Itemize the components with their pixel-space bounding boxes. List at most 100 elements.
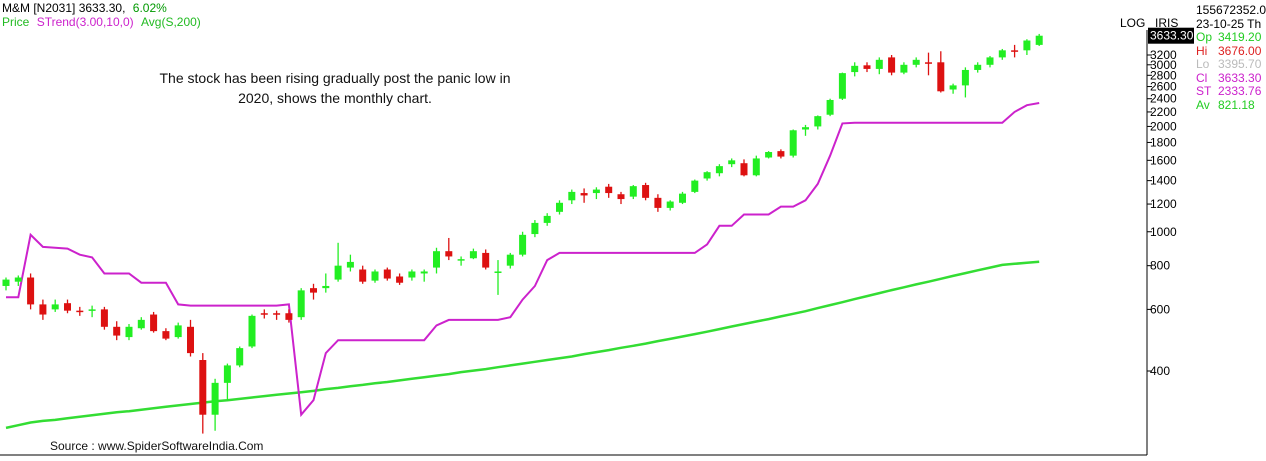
candle-body bbox=[273, 313, 281, 315]
candle-body bbox=[592, 189, 600, 194]
candle bbox=[826, 98, 834, 117]
last-price-label: 3633.30 bbox=[1150, 29, 1194, 43]
candle-body bbox=[1023, 40, 1031, 51]
iris-label[interactable]: IRIS bbox=[1155, 16, 1179, 30]
candle bbox=[408, 269, 416, 281]
candle-body bbox=[322, 285, 330, 289]
candle bbox=[961, 67, 969, 98]
candle-body bbox=[642, 185, 650, 198]
info-key: Cl bbox=[1196, 70, 1208, 85]
y-tick-label: 2800 bbox=[1150, 68, 1177, 82]
info-value: 3395.70 bbox=[1218, 57, 1262, 72]
candle bbox=[236, 346, 244, 368]
candle-body bbox=[789, 130, 797, 156]
change-percent: 6.02% bbox=[132, 1, 167, 15]
info-value: 3633.30 bbox=[1218, 70, 1262, 85]
candle-body bbox=[925, 62, 932, 64]
y-tick-label: 1600 bbox=[1150, 153, 1177, 167]
y-tick-label: 600 bbox=[1150, 302, 1170, 316]
candle-body bbox=[174, 325, 182, 338]
candle bbox=[39, 299, 47, 320]
candle-body bbox=[543, 215, 551, 223]
candle bbox=[457, 256, 465, 266]
candle bbox=[445, 237, 453, 261]
info-key: Hi bbox=[1196, 43, 1208, 58]
last-price-box bbox=[1148, 27, 1194, 44]
candle-body bbox=[14, 277, 22, 282]
candle-body bbox=[691, 180, 699, 192]
candle bbox=[998, 48, 1006, 60]
candle bbox=[334, 242, 342, 282]
candle bbox=[642, 182, 650, 201]
candle-body bbox=[334, 265, 342, 280]
candle bbox=[912, 57, 920, 68]
info-row-st: ST 2333.76 bbox=[1196, 85, 1261, 99]
candle bbox=[691, 179, 699, 194]
info-key: Op bbox=[1196, 30, 1213, 44]
candle-body bbox=[223, 365, 231, 383]
candle-body bbox=[236, 348, 244, 366]
candle bbox=[14, 275, 22, 286]
candle-body bbox=[838, 73, 846, 99]
candle bbox=[383, 267, 391, 281]
y-tick-label: 3200 bbox=[1150, 48, 1177, 62]
candle-body bbox=[961, 69, 969, 86]
candle-body bbox=[27, 277, 35, 305]
candle bbox=[863, 62, 871, 73]
candle bbox=[814, 115, 822, 130]
candle-body bbox=[802, 127, 809, 130]
candle bbox=[27, 273, 35, 310]
candle bbox=[150, 311, 158, 333]
candle-body bbox=[297, 290, 305, 318]
y-tick-label: 2000 bbox=[1150, 119, 1177, 133]
candle-body bbox=[113, 326, 121, 336]
candle bbox=[654, 194, 662, 212]
candle bbox=[199, 353, 207, 434]
candle bbox=[789, 129, 797, 158]
candle bbox=[605, 183, 613, 198]
candle-body bbox=[974, 64, 982, 70]
chart-annotation: The stock has been rising gradually post… bbox=[100, 68, 570, 108]
strend-line-series bbox=[6, 102, 1040, 418]
candle-body bbox=[851, 65, 859, 73]
info-row-cl: Cl 3633.30 bbox=[1196, 70, 1262, 86]
info-key: Lo bbox=[1196, 57, 1210, 72]
candle bbox=[371, 269, 379, 283]
candle-body bbox=[875, 59, 883, 69]
candle bbox=[88, 305, 96, 318]
candle-body bbox=[445, 251, 453, 257]
candle-body bbox=[568, 191, 576, 201]
avg-line-series bbox=[5, 260, 1040, 430]
candle bbox=[949, 83, 957, 94]
annotation-line-2: 2020, shows the monthly chart. bbox=[238, 90, 432, 106]
candle-body bbox=[125, 326, 133, 338]
candle-body bbox=[740, 163, 748, 176]
log-toggle[interactable]: LOG bbox=[1120, 16, 1146, 30]
candle-body bbox=[383, 269, 391, 279]
candle bbox=[359, 265, 367, 284]
candle bbox=[1011, 44, 1019, 58]
candle-body bbox=[2, 279, 10, 286]
candle-body bbox=[433, 251, 440, 268]
candle bbox=[285, 309, 293, 323]
candle bbox=[76, 306, 84, 316]
last-price: 3633.30, bbox=[78, 1, 126, 15]
candle-body bbox=[371, 271, 379, 281]
candle-body bbox=[88, 309, 96, 311]
y-tick-label: 1800 bbox=[1150, 135, 1177, 149]
candle bbox=[986, 55, 994, 68]
candle bbox=[100, 306, 108, 330]
candle bbox=[875, 57, 883, 75]
candle bbox=[802, 124, 809, 136]
candle bbox=[469, 248, 477, 260]
source-credit: Source : www.SpiderSoftwareIndia.Com bbox=[50, 439, 264, 453]
chart-header: M&M [N2031] 3633.30, 6.02% bbox=[2, 2, 167, 15]
candle bbox=[765, 151, 773, 159]
candle-body bbox=[1035, 35, 1043, 45]
annotation-line-1: The stock has been rising gradually post… bbox=[159, 70, 511, 86]
candle bbox=[211, 378, 219, 431]
candle-body bbox=[137, 319, 145, 329]
candle bbox=[580, 188, 588, 203]
candle bbox=[162, 328, 170, 341]
